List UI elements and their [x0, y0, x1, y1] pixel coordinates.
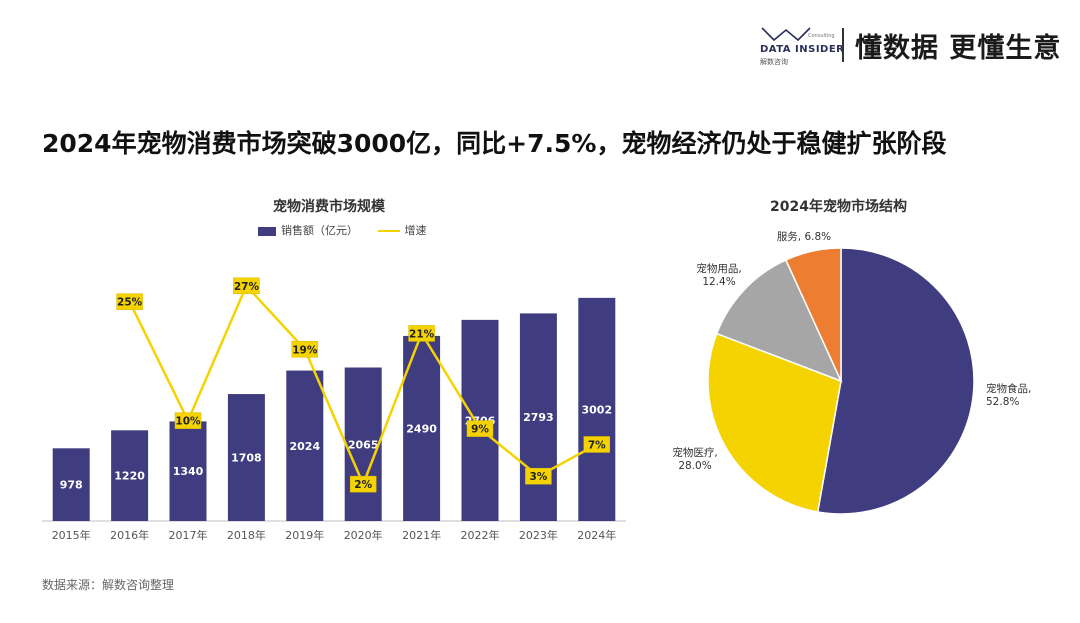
pie-label-name: 宠物用品, — [696, 262, 741, 275]
page-headline: 2024年宠物消费市场突破3000亿，同比+7.5%，宠物经济仍处于稳健扩张阶段 — [42, 129, 947, 158]
pie-chart-title: 2024年宠物市场结构 — [770, 199, 907, 215]
growth-label-box — [466, 420, 494, 437]
bar-value-label: 1340 — [173, 465, 204, 478]
growth-label-box — [116, 293, 143, 310]
bar-value-label: 1220 — [114, 470, 145, 483]
pie-label-value: 12.4% — [702, 276, 735, 288]
growth-label: 2% — [354, 479, 372, 491]
x-tick-label: 2016年 — [110, 528, 149, 542]
growth-label: 10% — [175, 416, 201, 428]
bar-2020年 — [344, 367, 382, 521]
pie-label: 服务, 6.8% — [777, 230, 831, 243]
growth-label: 25% — [117, 297, 143, 309]
data-source-note: 数据来源：解数咨询整理 — [42, 578, 175, 592]
bar-2023年 — [519, 313, 557, 521]
bar-2019年 — [286, 370, 324, 521]
growth-label: 21% — [409, 328, 435, 340]
x-tick-label: 2015年 — [52, 528, 91, 542]
x-tick-label: 2024年 — [577, 528, 616, 542]
bar-2018年 — [227, 394, 265, 521]
bar-value-label: 3002 — [581, 403, 612, 416]
growth-label-box — [174, 412, 202, 429]
bar-2021年 — [403, 335, 441, 521]
growth-label-box — [233, 277, 260, 295]
growth-label-box — [349, 475, 377, 493]
bar-chart-legend: 销售额（亿元） 增速 — [258, 222, 427, 240]
bar-chart-title: 宠物消费市场规模 — [273, 199, 385, 215]
growth-label: 19% — [292, 344, 318, 356]
growth-label-box — [525, 467, 552, 485]
legend-bar-swatch — [258, 226, 276, 236]
growth-label-box — [291, 341, 319, 358]
pie-label-value: 28.0% — [678, 460, 711, 472]
pie-slice-宠物医疗 — [707, 332, 842, 513]
bar-value-label: 2024 — [289, 440, 320, 453]
pie-slice-宠物用品 — [715, 258, 843, 383]
bar-value-label: 2706 — [465, 414, 496, 427]
x-tick-label: 2020年 — [344, 528, 383, 542]
growth-label-box — [408, 325, 435, 342]
growth-rate-line — [128, 284, 598, 486]
pie-label-name: 宠物食品, — [986, 382, 1031, 395]
bar-value-label: 1708 — [231, 452, 262, 465]
pie-label-name: 宠物医疗, — [672, 446, 717, 459]
x-tick-label: 2022年 — [461, 528, 500, 542]
bar-value-label: 2490 — [406, 422, 437, 435]
slogan: 懂数据 更懂生意 — [855, 33, 1062, 64]
bar-value-label: 2065 — [348, 438, 379, 451]
growth-label: 3% — [529, 471, 547, 483]
pie-slice-宠物食品 — [816, 247, 975, 515]
data-insider-logo: Consulting DATA INSIDER 解数咨询 — [760, 26, 844, 66]
bar-2024年 — [578, 297, 616, 521]
bar-value-label: 978 — [60, 479, 83, 492]
bar-2016年 — [111, 430, 149, 521]
logo-mark-icon — [761, 27, 811, 42]
x-tick-label: 2019年 — [285, 528, 324, 542]
x-tick-label: 2023年 — [519, 528, 558, 542]
pie-slice-服务 — [784, 247, 842, 382]
growth-label: 7% — [588, 439, 606, 451]
growth-label-box — [583, 436, 611, 453]
growth-label: 9% — [471, 424, 489, 436]
bar-2017年 — [169, 421, 207, 521]
logo-subtext: 解数咨询 — [760, 58, 788, 66]
legend-line-label: 增速 — [404, 224, 427, 237]
bar-2015年 — [52, 448, 90, 521]
x-tick-label: 2018年 — [227, 528, 266, 542]
bar-value-label: 2793 — [523, 411, 554, 424]
x-tick-label: 2021年 — [402, 528, 441, 542]
pie-label-value: 52.8% — [986, 396, 1019, 408]
bar-2022年 — [461, 319, 499, 521]
header-divider — [842, 28, 844, 62]
growth-label: 27% — [234, 281, 260, 293]
legend-bar-label: 销售额（亿元） — [281, 224, 358, 237]
legend-line-swatch — [377, 230, 400, 232]
x-tick-label: 2017年 — [169, 528, 208, 542]
logo-tagline: Consulting — [808, 33, 835, 39]
logo-text: DATA INSIDER — [760, 44, 845, 55]
